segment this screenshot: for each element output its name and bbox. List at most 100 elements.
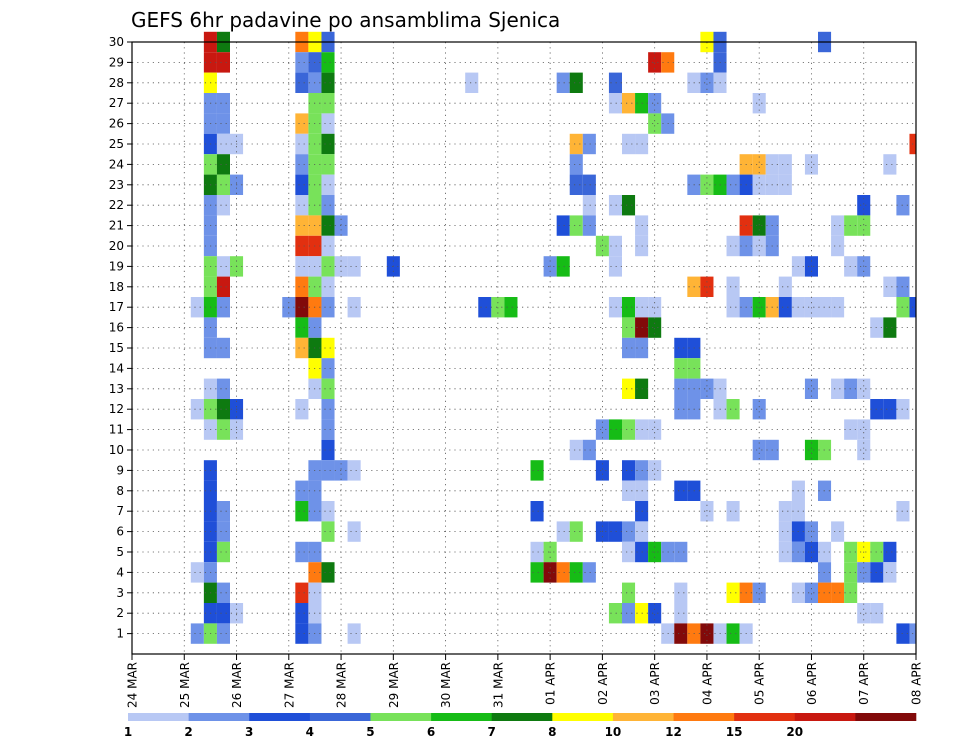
colorbar-label: 4: [306, 725, 314, 739]
heatmap-cell: [347, 521, 361, 542]
heatmap-cell: [831, 521, 845, 542]
heatmap-cell: [295, 72, 309, 93]
heatmap-cell: [295, 195, 309, 216]
heatmap-cell: [752, 154, 766, 175]
x-tick-label: 30 MAR: [439, 662, 453, 708]
heatmap-cell: [295, 317, 309, 338]
heatmap-cell: [648, 93, 662, 114]
heatmap-cell: [883, 541, 897, 563]
heatmap-cell: [321, 439, 335, 461]
heatmap-cell: [295, 337, 309, 359]
heatmap-cell: [648, 419, 662, 440]
heatmap-cell: [569, 154, 583, 175]
y-tick-label: 26: [109, 117, 124, 131]
heatmap-cell: [674, 582, 688, 603]
heatmap-cell: [752, 174, 766, 195]
x-tick-label: 03 APR: [648, 662, 662, 705]
heatmap-cell: [216, 399, 230, 420]
heatmap-cell: [778, 541, 792, 563]
heatmap-cell: [216, 582, 230, 603]
heatmap-cell: [465, 72, 479, 93]
y-tick-label: 13: [109, 382, 124, 396]
heatmap-cell: [648, 317, 662, 338]
heatmap-cell: [608, 235, 622, 257]
heatmap-cell: [216, 378, 230, 399]
heatmap-cell: [530, 501, 544, 522]
heatmap-cell: [582, 439, 596, 461]
heatmap-cell: [831, 215, 845, 236]
y-tick-label: 30: [109, 35, 124, 49]
heatmap-cell: [883, 399, 897, 420]
x-tick-label: 31 MAR: [491, 662, 505, 708]
heatmap-cell: [556, 72, 570, 93]
heatmap-cell: [321, 52, 335, 73]
heatmap-cell: [648, 603, 662, 624]
heatmap-cell: [857, 419, 871, 440]
y-tick-label: 17: [109, 300, 124, 314]
y-tick-label: 6: [116, 525, 124, 539]
heatmap-cell: [883, 317, 897, 338]
heatmap-cell: [648, 113, 662, 134]
heatmap-cell: [216, 256, 230, 277]
x-tick-label: 04 APR: [700, 662, 714, 705]
heatmap-cell: [321, 235, 335, 257]
y-tick-label: 4: [116, 565, 124, 579]
heatmap-cell: [216, 297, 230, 318]
colorbar-label: 3: [245, 725, 253, 739]
heatmap-cell: [622, 317, 636, 338]
x-tick-label: 24 MAR: [126, 662, 140, 708]
heatmap-cell: [295, 603, 309, 624]
heatmap-cell: [321, 113, 335, 134]
heatmap-cell: [295, 541, 309, 563]
heatmap-cell: [608, 93, 622, 114]
y-tick-label: 8: [116, 484, 124, 498]
heatmap-cell: [870, 399, 884, 420]
heatmap-cell: [896, 501, 910, 522]
x-tick-label: 06 APR: [805, 662, 819, 705]
heatmap-cell: [216, 195, 230, 216]
heatmap-cell: [295, 235, 309, 257]
heatmap-cell: [190, 297, 204, 318]
heatmap-cell: [347, 297, 361, 318]
heatmap-cell: [752, 582, 766, 603]
heatmap-cell: [726, 501, 740, 522]
heatmap-cell: [622, 419, 636, 440]
heatmap-cell: [870, 603, 884, 624]
colorbar-swatch: [370, 713, 432, 721]
y-tick-label: 14: [109, 361, 124, 375]
heatmap-cell: [321, 256, 335, 277]
heatmap-cell: [216, 174, 230, 195]
heatmap-cell: [674, 358, 688, 379]
heatmap-cell: [321, 276, 335, 297]
heatmap-cell: [608, 603, 622, 624]
colorbar-label: 12: [665, 725, 682, 739]
grid-lines: [132, 42, 916, 654]
heatmap-cell: [752, 399, 766, 420]
heatmap-cell: [295, 52, 309, 73]
colorbar-label: 20: [786, 725, 803, 739]
heatmap-cell: [857, 603, 871, 624]
heatmap-cell: [700, 378, 714, 399]
heatmap-cell: [321, 358, 335, 379]
heatmap-cell: [216, 501, 230, 522]
heatmap-cell: [700, 174, 714, 195]
heatmap-cell: [726, 297, 740, 318]
heatmap-cell: [857, 378, 871, 399]
heatmap-cell: [896, 297, 910, 318]
heatmap-cell: [595, 460, 609, 481]
heatmap-cell: [674, 541, 688, 563]
colorbar: 1 2 3 4 5 6 7 8 10 12 15 20: [124, 713, 917, 739]
heatmap-cell: [295, 113, 309, 134]
heatmap-cell: [582, 215, 596, 236]
heatmap-cell: [778, 297, 792, 318]
y-tick-label: 2: [116, 606, 124, 620]
heatmap-cell: [295, 256, 309, 277]
heatmap-cell: [569, 439, 583, 461]
colorbar-swatch: [734, 713, 796, 721]
heatmap-cell: [321, 399, 335, 420]
heatmap-cell: [295, 174, 309, 195]
heatmap-cell: [870, 562, 884, 583]
heatmap-cell: [622, 133, 636, 155]
heatmap-cell: [530, 460, 544, 481]
